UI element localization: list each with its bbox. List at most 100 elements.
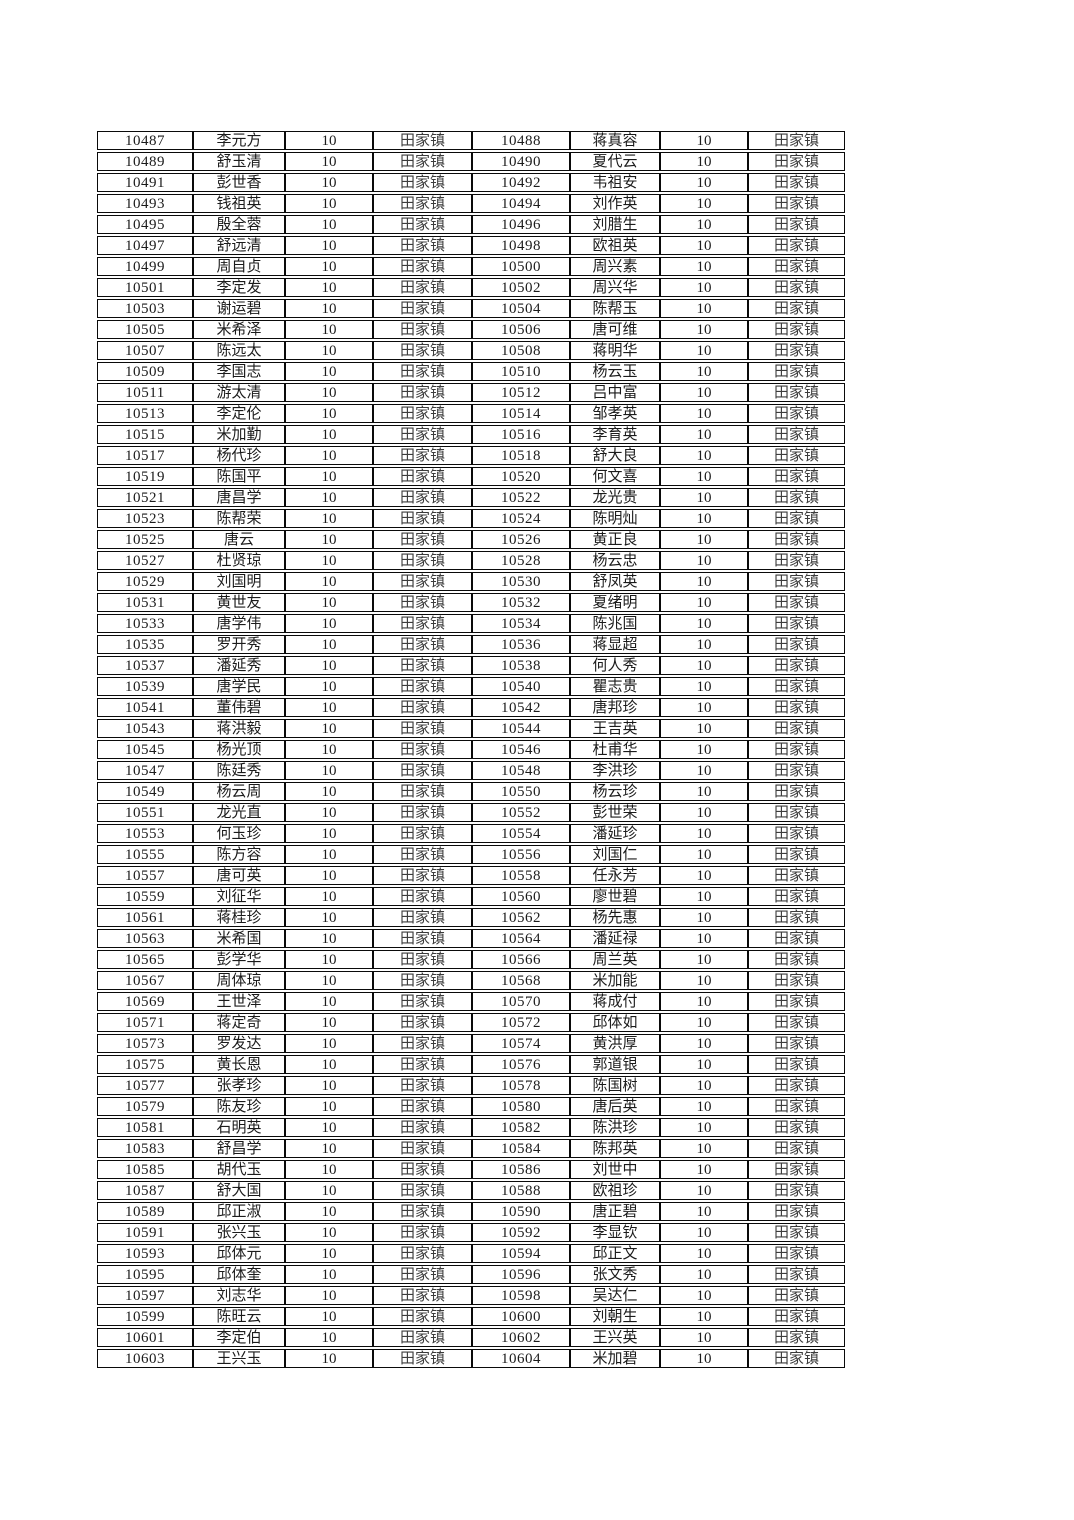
person-name-cell: 米加碧	[570, 1349, 660, 1368]
person-name-cell: 杨云周	[193, 782, 285, 801]
value-cell: 10	[285, 1265, 373, 1284]
value-cell: 10	[285, 425, 373, 444]
value-cell: 10	[285, 1286, 373, 1305]
value-cell: 10	[660, 1223, 748, 1242]
person-name-cell: 刘国仁	[570, 845, 660, 864]
person-name-cell: 李定伯	[193, 1328, 285, 1347]
person-id-cell: 10496	[472, 215, 570, 234]
person-name-cell: 杨代珍	[193, 446, 285, 465]
person-name-cell: 陈洪珍	[570, 1118, 660, 1137]
town-cell: 田家镇	[373, 131, 472, 150]
value-cell: 10	[660, 1160, 748, 1179]
value-cell: 10	[285, 530, 373, 549]
value-cell: 10	[660, 803, 748, 822]
person-name-cell: 邱正文	[570, 1244, 660, 1263]
person-name-cell: 郭道银	[570, 1055, 660, 1074]
person-name-cell: 蒋定奇	[193, 1013, 285, 1032]
town-cell: 田家镇	[373, 719, 472, 738]
value-cell: 10	[285, 635, 373, 654]
person-id-cell: 10511	[97, 383, 193, 402]
value-cell: 10	[285, 1223, 373, 1242]
person-id-cell: 10588	[472, 1181, 570, 1200]
value-cell: 10	[285, 1160, 373, 1179]
town-cell: 田家镇	[748, 1244, 845, 1263]
person-name-cell: 杨先惠	[570, 908, 660, 927]
table-row: 10547 陈廷秀 10 田家镇 10548 李洪珍 10 田家镇	[97, 761, 845, 780]
value-cell: 10	[660, 677, 748, 696]
person-id-cell: 10533	[97, 614, 193, 633]
person-id-cell: 10547	[97, 761, 193, 780]
person-id-cell: 10497	[97, 236, 193, 255]
person-id-cell: 10604	[472, 1349, 570, 1368]
value-cell: 10	[660, 257, 748, 276]
person-id-cell: 10517	[97, 446, 193, 465]
person-id-cell: 10550	[472, 782, 570, 801]
town-cell: 田家镇	[373, 467, 472, 486]
town-cell: 田家镇	[373, 761, 472, 780]
town-cell: 田家镇	[748, 992, 845, 1011]
town-cell: 田家镇	[748, 614, 845, 633]
town-cell: 田家镇	[748, 887, 845, 906]
person-id-cell: 10566	[472, 950, 570, 969]
person-id-cell: 10594	[472, 1244, 570, 1263]
value-cell: 10	[660, 656, 748, 675]
town-cell: 田家镇	[748, 1097, 845, 1116]
person-name-cell: 胡代玉	[193, 1160, 285, 1179]
table-row: 10595 邱体奎 10 田家镇 10596 张文秀 10 田家镇	[97, 1265, 845, 1284]
table-row: 10597 刘志华 10 田家镇 10598 吴达仁 10 田家镇	[97, 1286, 845, 1305]
person-id-cell: 10593	[97, 1244, 193, 1263]
person-name-cell: 蒋洪毅	[193, 719, 285, 738]
person-id-cell: 10552	[472, 803, 570, 822]
value-cell: 10	[660, 152, 748, 171]
value-cell: 10	[285, 1076, 373, 1095]
town-cell: 田家镇	[373, 908, 472, 927]
value-cell: 10	[660, 236, 748, 255]
table-row: 10543 蒋洪毅 10 田家镇 10544 王吉英 10 田家镇	[97, 719, 845, 738]
person-id-cell: 10556	[472, 845, 570, 864]
value-cell: 10	[285, 236, 373, 255]
person-name-cell: 邱正淑	[193, 1202, 285, 1221]
person-id-cell: 10600	[472, 1307, 570, 1326]
person-name-cell: 潘延禄	[570, 929, 660, 948]
value-cell: 10	[660, 1076, 748, 1095]
town-cell: 田家镇	[373, 425, 472, 444]
person-id-cell: 10574	[472, 1034, 570, 1053]
table-row: 10503 谢运碧 10 田家镇 10504 陈帮玉 10 田家镇	[97, 299, 845, 318]
value-cell: 10	[660, 467, 748, 486]
town-cell: 田家镇	[748, 635, 845, 654]
town-cell: 田家镇	[373, 278, 472, 297]
table-row: 10497 舒远清 10 田家镇 10498 欧祖英 10 田家镇	[97, 236, 845, 255]
table-row: 10511 游太清 10 田家镇 10512 吕中富 10 田家镇	[97, 383, 845, 402]
person-id-cell: 10527	[97, 551, 193, 570]
town-cell: 田家镇	[373, 1265, 472, 1284]
person-id-cell: 10602	[472, 1328, 570, 1347]
person-id-cell: 10603	[97, 1349, 193, 1368]
value-cell: 10	[285, 992, 373, 1011]
value-cell: 10	[285, 782, 373, 801]
value-cell: 10	[660, 320, 748, 339]
person-name-cell: 唐可英	[193, 866, 285, 885]
table-row: 10505 米希泽 10 田家镇 10506 唐可维 10 田家镇	[97, 320, 845, 339]
value-cell: 10	[285, 1307, 373, 1326]
table-row: 10545 杨光顶 10 田家镇 10546 杜甫华 10 田家镇	[97, 740, 845, 759]
person-id-cell: 10525	[97, 530, 193, 549]
person-id-cell: 10509	[97, 362, 193, 381]
value-cell: 10	[660, 1328, 748, 1347]
value-cell: 10	[660, 530, 748, 549]
person-id-cell: 10597	[97, 1286, 193, 1305]
town-cell: 田家镇	[373, 236, 472, 255]
person-id-cell: 10528	[472, 551, 570, 570]
value-cell: 10	[660, 425, 748, 444]
person-name-cell: 黄洪厚	[570, 1034, 660, 1053]
table-row: 10501 李定发 10 田家镇 10502 周兴华 10 田家镇	[97, 278, 845, 297]
town-cell: 田家镇	[373, 635, 472, 654]
town-cell: 田家镇	[373, 1076, 472, 1095]
value-cell: 10	[660, 362, 748, 381]
table-row: 10603 王兴玉 10 田家镇 10604 米加碧 10 田家镇	[97, 1349, 845, 1368]
person-id-cell: 10551	[97, 803, 193, 822]
person-name-cell: 杜贤琼	[193, 551, 285, 570]
value-cell: 10	[285, 593, 373, 612]
person-id-cell: 10557	[97, 866, 193, 885]
person-name-cell: 钱祖英	[193, 194, 285, 213]
person-name-cell: 王兴玉	[193, 1349, 285, 1368]
